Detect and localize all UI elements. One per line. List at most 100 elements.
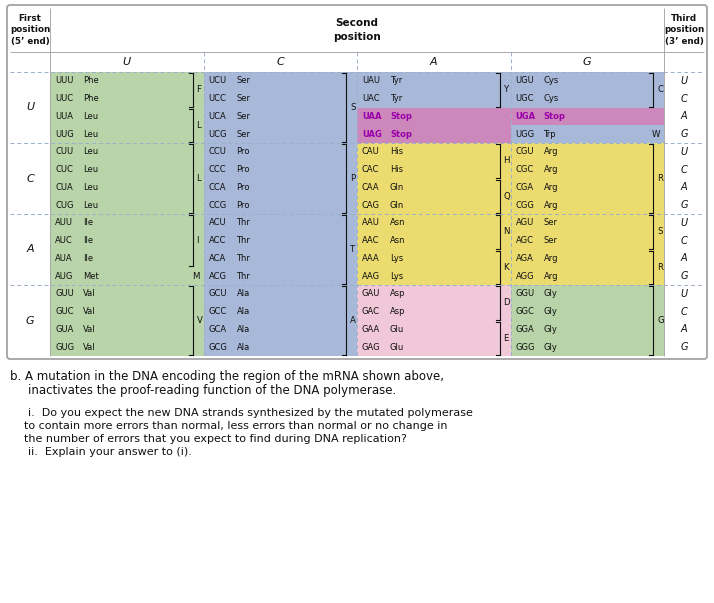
Text: GCG: GCG [208,343,227,352]
Text: Ser: Ser [236,112,251,121]
Text: Leu: Leu [83,201,98,210]
Text: Pro: Pro [236,147,250,156]
Text: C: C [680,165,688,175]
Text: UGG: UGG [516,130,535,139]
Text: GCA: GCA [208,325,226,334]
Text: Ser: Ser [543,236,558,245]
Text: Lys: Lys [390,254,403,263]
Text: A: A [680,112,688,121]
Text: GUC: GUC [55,307,74,316]
Bar [511,285,664,356]
Text: GUG: GUG [55,343,74,352]
Text: CAA: CAA [362,183,380,192]
Text: R: R [657,174,663,183]
Text: Asn: Asn [390,218,406,227]
Text: AGG: AGG [516,271,534,280]
Text: AAG: AAG [362,271,380,280]
Text: Arg: Arg [543,183,558,192]
Text: Ala: Ala [236,307,250,316]
Text: the number of errors that you expect to find during DNA replication?: the number of errors that you expect to … [10,434,407,444]
Text: Stop: Stop [390,112,412,121]
Text: G: G [657,316,664,325]
Text: CCU: CCU [208,147,226,156]
Text: Arg: Arg [543,165,558,174]
Text: ACC: ACC [208,236,226,245]
Bar [357,72,511,143]
Text: UAU: UAU [362,77,380,86]
Text: UAA: UAA [362,112,381,121]
Text: Tyr: Tyr [390,94,402,103]
Text: AGA: AGA [516,254,533,263]
Text: His: His [390,165,403,174]
Text: CCA: CCA [208,183,226,192]
Text: Gly: Gly [543,325,558,334]
Text: GGG: GGG [516,343,535,352]
Bar [50,214,203,285]
Text: UUG: UUG [55,130,74,139]
Text: UGC: UGC [516,94,534,103]
Text: C: C [276,57,284,67]
Bar [50,72,203,143]
Text: H: H [503,156,510,165]
Text: Val: Val [83,289,96,298]
Text: C: C [657,85,663,94]
Text: CUA: CUA [55,183,73,192]
Bar [357,214,511,285]
Text: A: A [680,253,688,264]
Text: CGA: CGA [516,183,533,192]
Text: UCC: UCC [208,94,226,103]
Bar [357,107,511,125]
Text: Leu: Leu [83,147,98,156]
Text: Lys: Lys [390,271,403,280]
Text: AAU: AAU [362,218,380,227]
Text: E: E [503,333,509,343]
Text: AUA: AUA [55,254,73,263]
Text: GUU: GUU [55,289,74,298]
Text: Pro: Pro [236,183,250,192]
Text: Thr: Thr [236,236,251,245]
Bar [203,214,357,285]
Text: P: P [350,174,355,183]
Text: CGC: CGC [516,165,534,174]
Text: to contain more errors than normal, less errors than normal or no change in: to contain more errors than normal, less… [10,421,448,431]
Text: Val: Val [83,325,96,334]
Text: S: S [350,103,356,112]
Text: Trp: Trp [543,130,556,139]
Text: G: G [680,129,688,139]
Text: CCG: CCG [208,201,227,210]
Text: Gly: Gly [543,307,558,316]
Text: CGU: CGU [516,147,534,156]
Text: M: M [192,271,199,280]
Text: Ser: Ser [543,218,558,227]
Text: b. A mutation in the DNA encoding the region of the mRNA shown above,: b. A mutation in the DNA encoding the re… [10,370,444,383]
Text: I: I [196,236,199,245]
Text: A: A [680,182,688,192]
Text: GCU: GCU [208,289,227,298]
Text: Leu: Leu [83,165,98,174]
Text: i.  Do you expect the new DNA strands synthesized by the mutated polymerase: i. Do you expect the new DNA strands syn… [28,408,473,418]
Text: F: F [196,85,201,94]
Text: Ile: Ile [83,254,93,263]
Text: Arg: Arg [543,254,558,263]
Text: GUA: GUA [55,325,74,334]
Text: V: V [196,316,202,325]
Text: Pro: Pro [236,165,250,174]
Text: D: D [503,298,510,308]
Text: AUC: AUC [55,236,73,245]
Text: L: L [196,174,201,183]
Text: First
position
(5’ end): First position (5’ end) [10,14,50,46]
Text: A: A [26,244,34,254]
Text: Thr: Thr [236,271,251,280]
Text: G: G [583,57,592,67]
Text: Gln: Gln [390,183,404,192]
Text: CUG: CUG [55,201,74,210]
Text: Y: Y [503,85,509,94]
Text: ACG: ACG [208,271,226,280]
Text: U: U [26,103,34,113]
Text: AGU: AGU [516,218,534,227]
Text: His: His [390,147,403,156]
Text: N: N [503,227,510,236]
Bar [511,143,664,214]
Text: ACA: ACA [208,254,226,263]
Text: C: C [26,174,34,183]
